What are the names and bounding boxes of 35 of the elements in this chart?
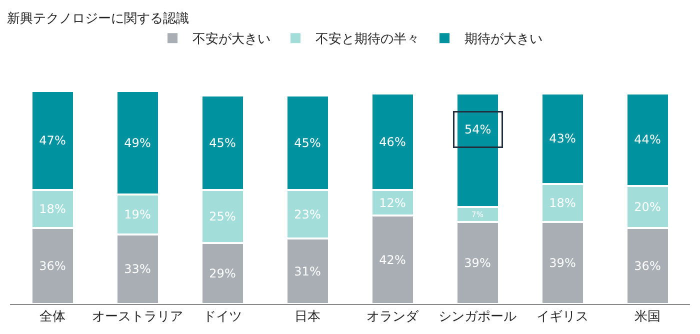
data-label: 18%: [549, 196, 576, 210]
data-label: 46%: [379, 134, 406, 149]
x-tick-label: 日本: [294, 310, 320, 325]
legend-label: 不安と期待の半々: [316, 31, 420, 48]
x-tick-label: オーストラリア: [92, 310, 183, 325]
data-label: 36%: [634, 259, 661, 274]
data-label: 39%: [464, 256, 491, 270]
data-label: 33%: [124, 262, 151, 276]
data-label: 20%: [634, 200, 661, 214]
data-label: 18%: [39, 202, 66, 216]
x-tick-label: イギリス: [536, 310, 588, 325]
x-tick-label: ドイツ: [203, 310, 242, 325]
x-tick-label: シンガポール: [438, 310, 516, 325]
data-label: 12%: [379, 196, 406, 210]
data-label: 47%: [39, 134, 66, 148]
data-label: 39%: [549, 256, 576, 270]
data-label: 45%: [209, 136, 236, 150]
data-label: 45%: [294, 136, 321, 150]
data-label: 23%: [294, 207, 321, 222]
legend-label: 期待が大きい: [464, 32, 542, 48]
data-label: 42%: [379, 252, 406, 267]
legend-label: 不安が大きい: [192, 31, 270, 48]
data-label: 29%: [209, 266, 236, 280]
x-tick-label: 米国: [634, 310, 660, 325]
data-label: 49%: [124, 136, 151, 150]
data-label: 31%: [294, 264, 321, 278]
chart-title: 新興テクノロジーに関する認識: [7, 11, 189, 26]
data-label: 19%: [124, 207, 151, 222]
data-label: 25%: [209, 210, 236, 224]
data-label: 44%: [634, 132, 661, 147]
data-label: 36%: [39, 259, 66, 274]
data-label: 43%: [549, 132, 576, 146]
annotation: 54%: [464, 122, 492, 136]
x-tick-label: 全体: [40, 310, 66, 325]
x-tick-label: オランダ: [366, 310, 420, 325]
